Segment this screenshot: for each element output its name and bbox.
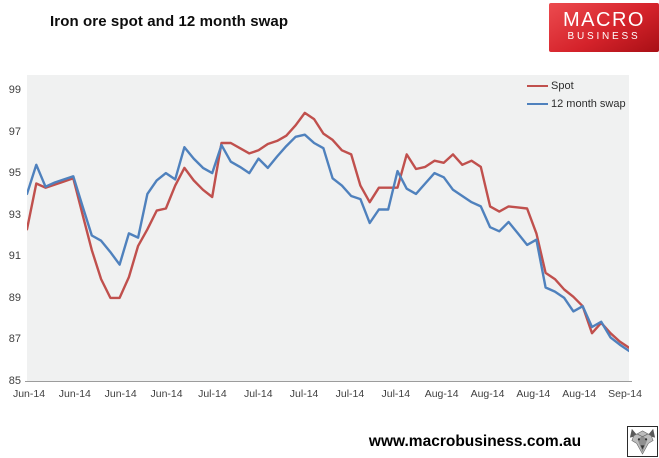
logo-text-business: BUSINESS	[567, 31, 641, 42]
y-tick-label: 87	[8, 333, 21, 346]
y-tick-label: 93	[8, 208, 21, 221]
legend-label-spot: Spot	[551, 80, 574, 92]
y-tick-label: 95	[8, 167, 21, 180]
swap-line	[27, 133, 629, 353]
macrobusiness-logo: MACRO BUSINESS	[549, 3, 659, 52]
x-tick-label: Jul-14	[243, 388, 273, 400]
x-tick-label: Jul-14	[289, 388, 319, 400]
x-tick-label: Jul-14	[335, 388, 365, 400]
x-tick-label: Jun-14	[150, 388, 183, 400]
spot-line-swatch	[527, 84, 548, 88]
legend-item-swap: 12 month swap	[527, 95, 626, 113]
swap-line-swatch	[527, 102, 548, 106]
legend-item-spot: Spot	[527, 77, 626, 95]
x-tick-label: Sep-14	[608, 388, 642, 400]
x-tick-label: Aug-14	[424, 388, 459, 400]
x-tick-label: Jun-14	[12, 388, 46, 400]
x-tick-label: Aug-14	[516, 388, 551, 400]
x-tick-label: Jul-14	[381, 388, 411, 400]
x-tick-label: Aug-14	[470, 388, 505, 400]
y-tick-label: 97	[8, 125, 21, 138]
chart-title: Iron ore spot and 12 month swap	[50, 13, 289, 30]
wolf-icon	[629, 428, 656, 455]
y-tick-label: 89	[8, 291, 21, 304]
y-tick-label: 91	[8, 250, 21, 263]
logo-text-macro: MACRO	[563, 9, 645, 31]
spot-line	[27, 111, 629, 349]
x-tick-label: Jul-14	[198, 388, 227, 400]
x-tick-label: Jun-14	[104, 388, 137, 400]
website-url: www.macrobusiness.com.au	[368, 433, 582, 450]
x-axis-line	[25, 381, 632, 382]
y-tick-label: 85	[8, 375, 21, 387]
line-chart	[27, 111, 629, 353]
x-tick-label: Jun-14	[58, 388, 91, 400]
y-tick-label: 99	[8, 84, 21, 96]
plot-area	[27, 75, 629, 382]
x-tick-label: Aug-14	[562, 388, 597, 400]
wolf-logo	[627, 426, 658, 457]
chart-legend: Spot 12 month swap	[527, 77, 626, 113]
legend-label-swap: 12 month swap	[551, 98, 626, 110]
